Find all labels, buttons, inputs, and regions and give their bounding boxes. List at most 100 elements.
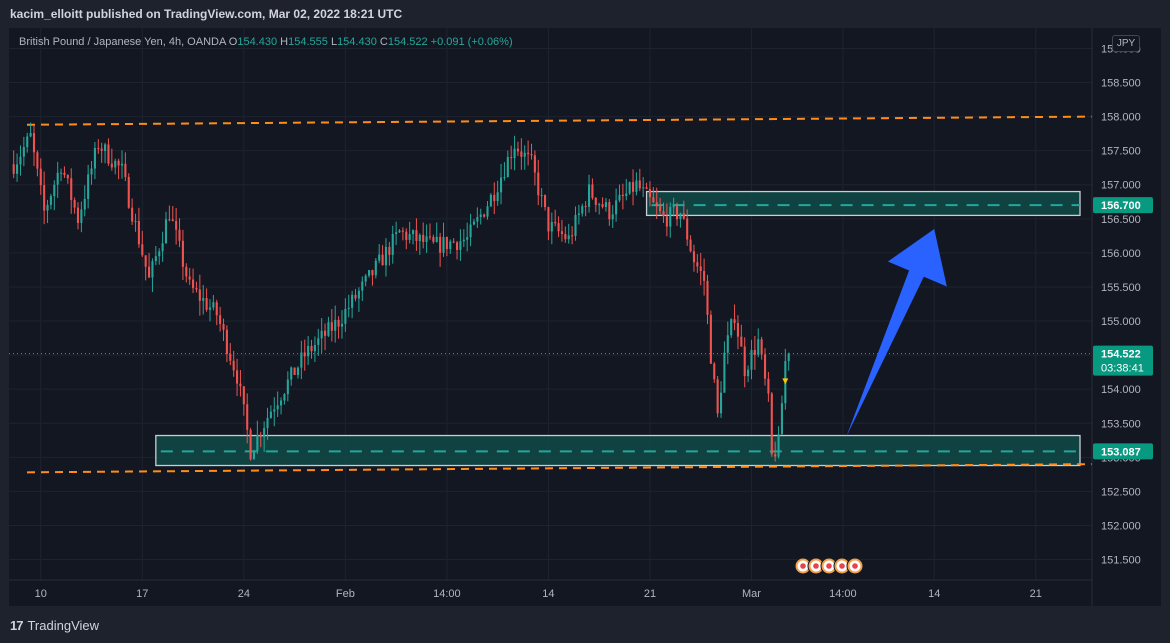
candle-body	[648, 188, 652, 198]
candle-body	[266, 417, 269, 429]
y-tick-label: 155.500	[1101, 282, 1141, 294]
candle-body	[195, 288, 198, 290]
candle-body	[158, 251, 161, 257]
candle-body	[148, 266, 151, 278]
candle-body	[192, 279, 195, 289]
candle-body	[269, 411, 272, 418]
candle-body	[608, 202, 611, 220]
candle-body	[591, 184, 594, 198]
candle-body	[642, 187, 645, 189]
candle-body	[87, 174, 90, 199]
candle-body	[225, 329, 228, 354]
footer: 17 TradingView	[0, 606, 1170, 643]
currency-badge[interactable]: JPY	[1112, 35, 1140, 52]
candle-body	[202, 298, 205, 301]
candle-body	[527, 152, 530, 155]
candle-body	[181, 240, 184, 267]
candle-body	[198, 289, 201, 301]
candle-body	[682, 213, 685, 219]
candle-body	[496, 192, 499, 202]
candle-body	[56, 172, 59, 185]
candle-body	[516, 148, 520, 152]
candle-body	[452, 241, 455, 243]
candle-body	[205, 298, 208, 310]
candle-body	[645, 187, 648, 189]
candle-body	[740, 336, 743, 347]
y-tick-label: 158.000	[1101, 112, 1141, 124]
candle-body	[672, 206, 675, 208]
candle-body	[131, 207, 134, 222]
candle-body	[151, 261, 154, 278]
candle-body	[730, 319, 733, 336]
current-price-label-bg	[1093, 345, 1153, 376]
candle-body	[208, 307, 212, 310]
candle-body	[489, 194, 492, 207]
candle-body	[401, 230, 404, 232]
y-tick-label: 157.000	[1101, 180, 1141, 192]
candle-body	[574, 214, 577, 236]
candle-body	[313, 344, 316, 352]
candle-body	[476, 217, 479, 222]
close-key: C	[379, 36, 388, 48]
candle-body	[259, 434, 262, 438]
support-line	[26, 463, 1093, 474]
chart-area[interactable]: 151.500152.000152.500153.000153.500154.0…	[9, 28, 1161, 606]
candle-body	[100, 148, 103, 151]
candle-body	[161, 243, 164, 252]
candle-body	[286, 379, 289, 395]
candle-body	[560, 231, 564, 234]
candle-body	[19, 156, 22, 165]
candle-body	[300, 352, 303, 368]
open-value: 154.430	[237, 36, 278, 48]
candle-body	[317, 338, 320, 345]
close-value: 154.522	[387, 36, 428, 48]
candle-body	[631, 182, 635, 192]
candlestick-chart[interactable]: 151.500152.000152.500153.000153.500154.0…	[9, 28, 1161, 606]
candle-body	[120, 163, 124, 166]
candle-body	[537, 172, 540, 196]
candle-body	[324, 330, 327, 336]
candle-body	[543, 195, 547, 208]
x-tick-label: 24	[238, 588, 250, 600]
candle-body	[296, 367, 300, 376]
open-key: O	[228, 36, 238, 48]
candle-body	[246, 404, 249, 430]
candle-body	[736, 323, 739, 337]
candle-body	[564, 233, 567, 240]
candle-body	[686, 218, 689, 240]
candle-body	[472, 221, 476, 225]
x-tick-label: Mar	[742, 588, 761, 600]
candle-body	[733, 319, 736, 324]
zone-price-label: 156.700	[1101, 200, 1141, 212]
candle-body	[696, 262, 699, 267]
candle-body	[540, 195, 543, 197]
candle-body	[232, 360, 235, 371]
candle-body	[46, 204, 49, 211]
candle-body	[215, 302, 218, 316]
candle-body	[703, 270, 706, 281]
zone-box-0	[645, 190, 1081, 217]
candle-body	[483, 214, 486, 217]
candle-body	[110, 163, 113, 168]
event-marker-dot-icon	[813, 563, 819, 569]
candle-body	[449, 241, 452, 250]
candle-body	[679, 213, 682, 220]
candle-body	[571, 235, 574, 237]
candle-body	[229, 353, 232, 361]
candle-body	[378, 254, 381, 261]
candle-body	[770, 393, 773, 455]
candle-body	[550, 221, 553, 232]
candle-body	[144, 255, 147, 267]
candle-body	[405, 231, 408, 240]
candle-body	[435, 236, 438, 242]
candle-body	[66, 175, 69, 179]
candle-body	[628, 182, 631, 194]
tradingview-logo[interactable]: 17 TradingView	[10, 618, 99, 633]
candle-body	[63, 172, 66, 176]
candle-body	[743, 346, 746, 377]
candle-body	[479, 214, 482, 218]
candle-body	[699, 266, 702, 271]
current-price-label: 154.522	[1101, 349, 1141, 361]
candle-body	[469, 224, 472, 238]
candle-body	[80, 209, 83, 223]
